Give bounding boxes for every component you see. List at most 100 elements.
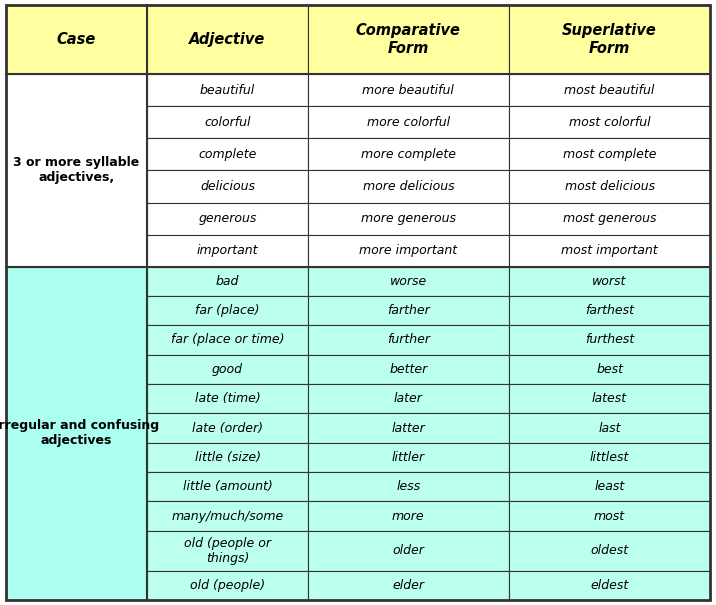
Bar <box>308 384 509 413</box>
Bar <box>509 472 710 502</box>
Text: little (size): little (size) <box>195 451 261 464</box>
Bar <box>147 74 308 106</box>
Text: more: more <box>392 509 425 523</box>
Bar <box>147 443 308 472</box>
Text: more colorful: more colorful <box>367 116 450 129</box>
Bar <box>147 171 308 203</box>
Text: Irregular and confusing
adjectives: Irregular and confusing adjectives <box>0 419 159 447</box>
Bar <box>509 384 710 413</box>
Bar <box>147 355 308 384</box>
Text: best: best <box>596 363 623 376</box>
Bar <box>509 74 710 106</box>
Text: worse: worse <box>390 275 427 288</box>
Text: most complete: most complete <box>563 148 657 161</box>
Text: littler: littler <box>392 451 425 464</box>
Text: most colorful: most colorful <box>569 116 650 129</box>
Bar <box>147 531 308 571</box>
Text: most important: most important <box>561 244 658 257</box>
Text: Comparative
Form: Comparative Form <box>356 24 461 56</box>
Bar <box>509 267 710 296</box>
Bar <box>308 413 509 443</box>
Bar <box>308 571 509 600</box>
Text: delicious: delicious <box>200 180 255 193</box>
Bar <box>308 203 509 235</box>
Bar <box>509 5 710 74</box>
Text: far (place or time): far (place or time) <box>171 333 284 347</box>
Bar <box>308 74 509 106</box>
Text: complete: complete <box>198 148 257 161</box>
Text: generous: generous <box>198 212 257 225</box>
Text: elder: elder <box>392 579 425 592</box>
Bar <box>147 325 308 355</box>
Text: bad: bad <box>216 275 239 288</box>
Text: most beautiful: most beautiful <box>564 84 655 97</box>
Text: good: good <box>212 363 243 376</box>
Bar <box>147 139 308 171</box>
Bar <box>509 171 710 203</box>
Bar <box>6 74 147 267</box>
Bar <box>308 325 509 355</box>
Text: least: least <box>594 480 625 493</box>
Text: latest: latest <box>592 392 627 405</box>
Bar <box>509 296 710 325</box>
Text: far (place): far (place) <box>195 304 260 317</box>
Text: beautiful: beautiful <box>200 84 255 97</box>
Text: better: better <box>390 363 427 376</box>
Text: furthest: furthest <box>585 333 634 347</box>
Bar <box>509 235 710 267</box>
Text: farther: farther <box>387 304 430 317</box>
Bar <box>308 106 509 139</box>
Bar <box>308 171 509 203</box>
Bar <box>308 355 509 384</box>
Text: more beautiful: more beautiful <box>362 84 454 97</box>
Text: oldest: oldest <box>591 544 629 557</box>
Text: more complete: more complete <box>361 148 456 161</box>
Text: less: less <box>396 480 420 493</box>
Bar <box>147 296 308 325</box>
Bar <box>308 235 509 267</box>
Text: eldest: eldest <box>591 579 629 592</box>
Text: late (time): late (time) <box>195 392 261 405</box>
Text: later: later <box>394 392 422 405</box>
Bar <box>509 106 710 139</box>
Text: Adjective: Adjective <box>190 32 266 47</box>
Text: worst: worst <box>592 275 626 288</box>
Bar <box>308 472 509 502</box>
Text: late (order): late (order) <box>192 422 263 434</box>
Bar <box>509 571 710 600</box>
Text: Superlative
Form: Superlative Form <box>562 24 657 56</box>
Bar <box>147 472 308 502</box>
Bar <box>509 355 710 384</box>
Bar <box>308 443 509 472</box>
Text: little (amount): little (amount) <box>183 480 272 493</box>
Text: latter: latter <box>392 422 425 434</box>
Bar <box>147 413 308 443</box>
Text: more delicious: more delicious <box>362 180 454 193</box>
Text: farthest: farthest <box>585 304 634 317</box>
Text: further: further <box>387 333 430 347</box>
Bar <box>147 5 308 74</box>
Bar <box>147 384 308 413</box>
Text: old (people): old (people) <box>190 579 265 592</box>
Bar <box>147 267 308 296</box>
Text: more generous: more generous <box>361 212 456 225</box>
Text: Case: Case <box>57 32 96 47</box>
Bar <box>147 571 308 600</box>
Bar <box>308 5 509 74</box>
Bar <box>308 531 509 571</box>
Text: littlest: littlest <box>590 451 629 464</box>
Text: more important: more important <box>359 244 458 257</box>
Bar <box>308 139 509 171</box>
Text: most: most <box>594 509 625 523</box>
Bar <box>147 502 308 531</box>
Bar <box>509 502 710 531</box>
Bar <box>509 413 710 443</box>
Bar <box>147 203 308 235</box>
Bar <box>6 267 147 600</box>
Text: most generous: most generous <box>563 212 657 225</box>
Bar <box>147 106 308 139</box>
Bar <box>509 203 710 235</box>
Bar <box>308 296 509 325</box>
Bar <box>509 531 710 571</box>
Text: older: older <box>392 544 425 557</box>
